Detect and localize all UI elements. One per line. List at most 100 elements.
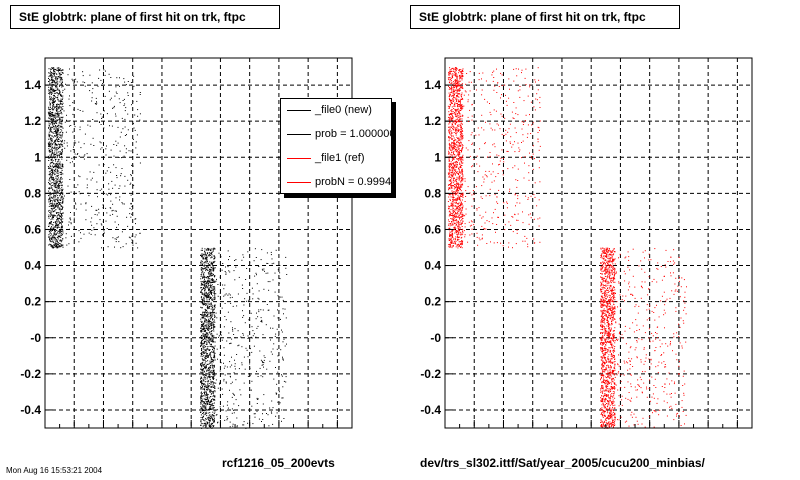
scatter-point <box>208 270 210 272</box>
scatter-point <box>213 324 215 326</box>
scatter-point <box>453 242 455 244</box>
scatter-point <box>53 101 54 103</box>
scatter-point <box>85 219 87 221</box>
scatter-point <box>58 154 60 156</box>
scatter-point <box>210 415 212 417</box>
scatter-point <box>237 293 239 295</box>
scatter-point <box>59 102 61 104</box>
scatter-point <box>58 122 60 124</box>
scatter-point <box>455 240 457 242</box>
scatter-point <box>206 324 208 326</box>
scatter-point <box>54 165 56 167</box>
scatter-point <box>455 69 457 71</box>
scatter-point <box>96 102 98 104</box>
scatter-point <box>268 289 270 291</box>
scatter-point <box>206 257 208 259</box>
scatter-point <box>232 425 234 427</box>
scatter-point <box>208 248 210 250</box>
scatter-point <box>205 357 207 359</box>
scatter-point <box>220 362 222 364</box>
scatter-point <box>108 90 110 92</box>
scatter-point <box>208 284 210 286</box>
scatter-point <box>453 95 455 97</box>
scatter-point <box>53 128 55 130</box>
scatter-point <box>200 417 202 418</box>
scatter-point <box>455 190 457 192</box>
scatter-point <box>211 399 213 401</box>
scatter-point <box>58 190 60 192</box>
scatter-point <box>200 392 202 394</box>
scatter-point <box>75 187 77 188</box>
scatter-point <box>213 258 215 260</box>
scatter-point <box>283 380 285 382</box>
scatter-point <box>57 139 59 141</box>
scatter-point <box>260 309 262 311</box>
scatter-point <box>55 212 57 214</box>
scatter-point <box>206 395 208 397</box>
scatter-point <box>214 399 216 401</box>
scatter-point <box>61 223 62 225</box>
scatter-point <box>462 145 464 146</box>
scatter-point <box>222 405 224 407</box>
scatter-point <box>208 373 210 375</box>
scatter-point <box>52 94 54 96</box>
scatter-point <box>116 237 118 239</box>
scatter-point <box>457 118 459 120</box>
scatter-point <box>212 411 214 413</box>
scatter-point <box>209 268 210 270</box>
scatter-point <box>461 87 463 89</box>
scatter-point <box>453 167 455 169</box>
scatter-point <box>451 196 453 198</box>
scatter-point <box>56 227 58 229</box>
scatter-point <box>87 124 89 126</box>
scatter-point <box>49 72 51 74</box>
scatter-point <box>249 374 251 376</box>
scatter-point <box>205 403 207 405</box>
scatter-point <box>52 176 54 178</box>
scatter-point <box>453 89 455 91</box>
scatter-point <box>68 243 70 245</box>
scatter-point <box>48 198 50 199</box>
scatter-point <box>93 227 95 229</box>
scatter-point <box>57 84 59 86</box>
scatter-point <box>452 195 454 196</box>
scatter-point <box>51 170 53 172</box>
scatter-point <box>203 268 205 270</box>
scatter-point <box>61 130 63 132</box>
scatter-point <box>57 173 59 174</box>
scatter-point <box>456 151 458 153</box>
scatter-point <box>210 273 211 275</box>
scatter-point <box>204 363 206 365</box>
scatter-point <box>229 271 231 273</box>
scatter-point <box>54 96 56 98</box>
scatter-point <box>56 172 58 174</box>
scatter-point <box>452 230 453 232</box>
scatter-point <box>105 172 107 174</box>
scatter-point <box>56 166 58 168</box>
scatter-point <box>211 284 213 286</box>
scatter-point <box>455 202 457 204</box>
scatter-point <box>449 130 451 132</box>
scatter-point <box>275 392 277 394</box>
scatter-point <box>201 387 203 389</box>
scatter-point <box>214 305 215 307</box>
scatter-point <box>210 315 211 317</box>
scatter-point <box>91 100 93 102</box>
scatter-point <box>449 166 450 168</box>
scatter-point <box>285 376 287 378</box>
scatter-point <box>208 288 210 290</box>
scatter-point <box>454 165 455 167</box>
scatter-point <box>53 115 55 116</box>
scatter-point <box>210 318 211 320</box>
scatter-point <box>50 86 52 88</box>
scatter-point <box>116 77 118 79</box>
scatter-point <box>452 117 454 119</box>
scatter-point <box>262 419 264 420</box>
scatter-point <box>201 349 203 350</box>
scatter-point <box>56 116 58 118</box>
scatter-point <box>200 254 202 256</box>
scatter-point <box>52 235 54 237</box>
scatter-point <box>59 235 61 237</box>
scatter-point <box>50 203 52 205</box>
scatter-point <box>52 216 54 218</box>
